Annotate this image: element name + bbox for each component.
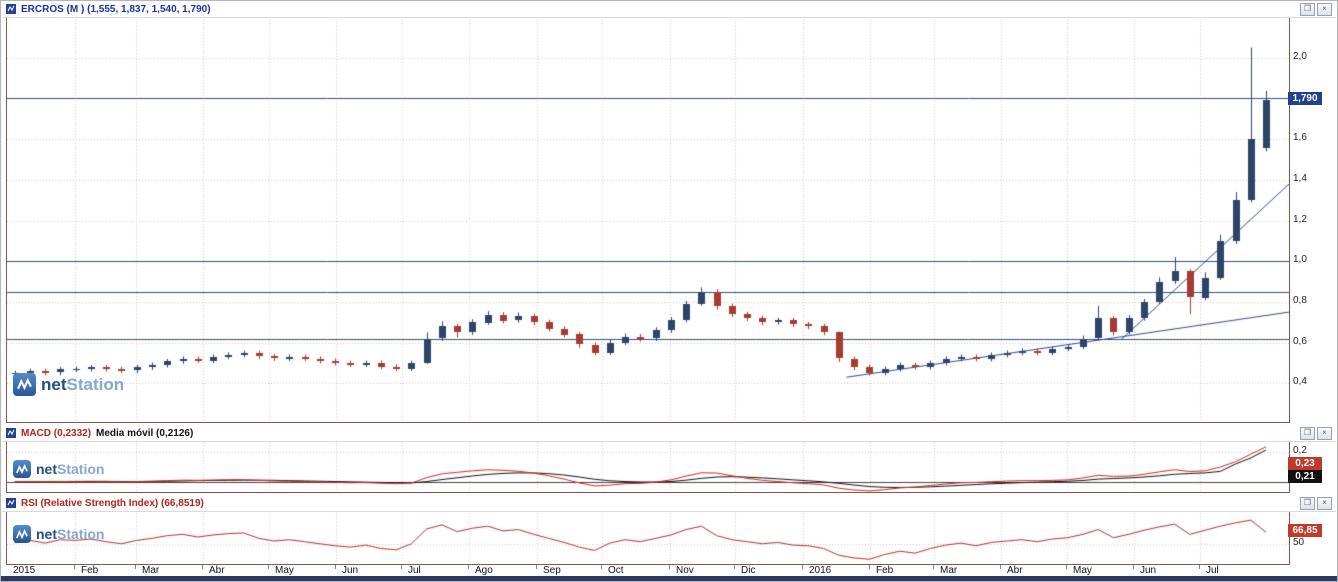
time-axis-label: Nov bbox=[676, 565, 694, 576]
time-axis-tick bbox=[933, 565, 934, 569]
time-axis-tick bbox=[802, 565, 803, 569]
time-axis-tick bbox=[669, 565, 670, 569]
time-axis-tick bbox=[74, 565, 75, 569]
time-axis[interactable]: 2015 Feb Mar Abr May Jun Jul Ago Sep Oct Nov Dic 201… bbox=[1, 565, 1337, 576]
time-axis-label: Abr bbox=[209, 565, 225, 576]
chart-panel-icon bbox=[6, 428, 16, 438]
time-axis-label: Feb bbox=[876, 565, 894, 576]
y-axis-tick: 2,0 bbox=[1293, 50, 1307, 62]
time-axis-tick bbox=[1000, 565, 1001, 569]
time-axis-tick bbox=[202, 565, 203, 569]
last-value-tag: 0,23 bbox=[1288, 456, 1322, 470]
chart-panel-icon bbox=[6, 4, 16, 14]
rsi-y-axis[interactable]: 50 66,85 bbox=[1288, 509, 1337, 563]
price-chart-canvas[interactable] bbox=[6, 16, 1290, 423]
time-axis-label: Jul bbox=[1206, 565, 1219, 576]
restore-icon[interactable]: ❐ bbox=[1300, 2, 1315, 16]
time-axis-label: May bbox=[275, 565, 294, 576]
y-axis-tick: 0,8 bbox=[1293, 294, 1307, 306]
time-axis-tick bbox=[401, 565, 402, 569]
chart-panel-icon bbox=[6, 498, 16, 508]
time-axis-tick bbox=[601, 565, 602, 569]
time-axis-label: Oct bbox=[608, 565, 624, 576]
rsi-window-controls: ❐ × bbox=[1300, 496, 1332, 510]
time-axis-label: 2015 bbox=[13, 565, 36, 576]
time-axis-tick bbox=[1066, 565, 1067, 569]
time-axis-tick bbox=[734, 565, 735, 569]
last-value-tag: 66,85 bbox=[1288, 524, 1322, 538]
price-panel-header: ERCROS (M ) (1,555, 1,837, 1,540, 1,790)… bbox=[2, 1, 1336, 18]
time-axis-tick bbox=[1133, 565, 1134, 569]
time-axis-label: Sep bbox=[543, 565, 561, 576]
restore-icon[interactable]: ❐ bbox=[1300, 496, 1315, 510]
bottom-bar bbox=[1, 576, 1337, 581]
time-axis-tick bbox=[468, 565, 469, 569]
rsi-title: RSI (Relative Strength Index) (66,8519) bbox=[21, 497, 204, 509]
macd-signal-title: Media móvil (0,2126) bbox=[96, 427, 194, 439]
macd-panel-header: MACD (0,2332) Media móvil (0,2126) ❐ × bbox=[2, 425, 1336, 442]
rsi-panel-header: RSI (Relative Strength Index) (66,8519) … bbox=[2, 495, 1336, 512]
price-y-axis[interactable]: 2,01,81,61,41,21,00,80,60,41,790 bbox=[1288, 16, 1337, 421]
y-axis-tick: 0,6 bbox=[1293, 335, 1307, 347]
time-axis-label: Mar bbox=[142, 565, 160, 576]
y-axis-tick: 0,2 bbox=[1293, 444, 1307, 456]
macd-chart-canvas[interactable] bbox=[6, 441, 1290, 493]
price-window-controls: ❐ × bbox=[1300, 2, 1332, 16]
close-icon[interactable]: × bbox=[1317, 496, 1332, 510]
time-axis-tick bbox=[335, 565, 336, 569]
macd-y-axis[interactable]: 0,2 0,23 0,21 bbox=[1288, 441, 1337, 491]
last-value-tag: 0,21 bbox=[1288, 469, 1322, 483]
y-axis-tick: 1,6 bbox=[1293, 132, 1307, 144]
time-axis-tick bbox=[869, 565, 870, 569]
time-axis-label: Dic bbox=[741, 565, 756, 576]
macd-window-controls: ❐ × bbox=[1300, 426, 1332, 440]
macd-title: MACD (0,2332) bbox=[21, 427, 92, 439]
y-axis-tick: 1,4 bbox=[1293, 172, 1307, 184]
time-axis-label: Ago bbox=[475, 565, 493, 576]
last-value-tag: 1,790 bbox=[1288, 92, 1322, 106]
y-axis-tick: 1,0 bbox=[1293, 254, 1307, 266]
time-axis-tick bbox=[135, 565, 136, 569]
time-axis-tick bbox=[536, 565, 537, 569]
time-axis-label: Jun bbox=[1140, 565, 1157, 576]
price-panel-title: ERCROS (M ) (1,555, 1,837, 1,540, 1,790) bbox=[21, 3, 211, 15]
time-axis-label: Jun bbox=[342, 565, 359, 576]
close-icon[interactable]: × bbox=[1317, 426, 1332, 440]
time-axis-label: Mar bbox=[940, 565, 958, 576]
rsi-chart-canvas[interactable] bbox=[6, 509, 1290, 565]
time-axis-tick bbox=[1199, 565, 1200, 569]
time-axis-label: Feb bbox=[81, 565, 99, 576]
time-axis-label: May bbox=[1073, 565, 1092, 576]
y-axis-tick: 50 bbox=[1293, 536, 1305, 548]
time-axis-label: Jul bbox=[408, 565, 421, 576]
y-axis-tick: 0,4 bbox=[1293, 376, 1307, 388]
y-axis-tick: 1,2 bbox=[1293, 213, 1307, 225]
time-axis-tick bbox=[268, 565, 269, 569]
close-icon[interactable]: × bbox=[1317, 2, 1332, 16]
time-axis-label: Abr bbox=[1007, 565, 1023, 576]
time-axis-label: 2016 bbox=[809, 565, 832, 576]
restore-icon[interactable]: ❐ bbox=[1300, 426, 1315, 440]
